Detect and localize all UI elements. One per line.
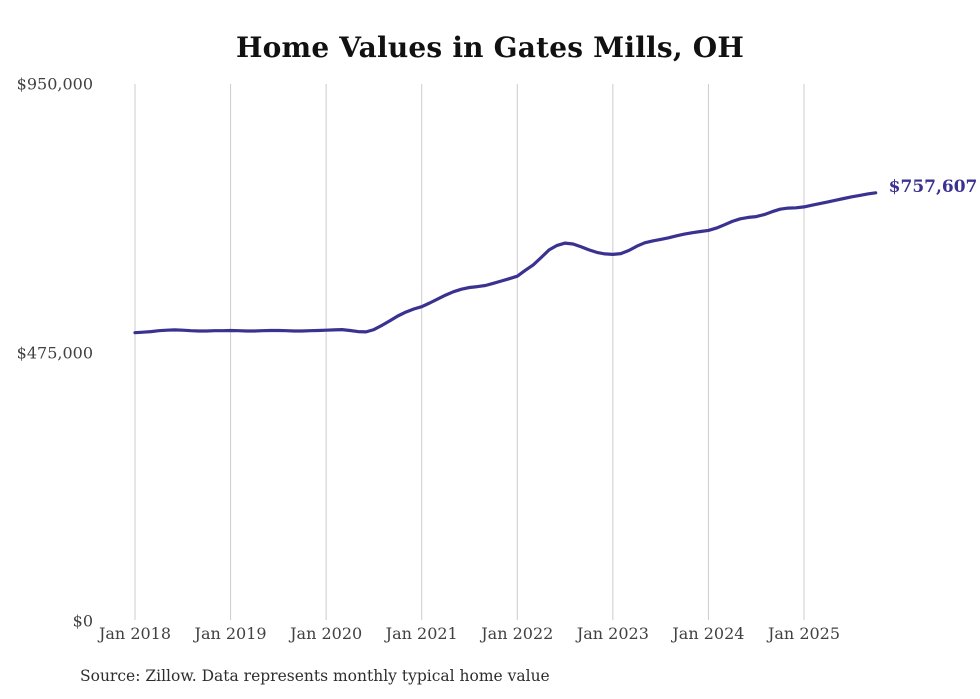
y-tick-label: $475,000: [16, 343, 93, 362]
x-tick-label: Jan 2022: [481, 624, 554, 643]
x-tick-label: Jan 2020: [290, 624, 363, 643]
x-tick-label: Jan 2021: [385, 624, 458, 643]
x-tick-label: Jan 2024: [672, 624, 745, 643]
value-line: [133, 191, 878, 335]
latest-value-label: $757,607: [888, 176, 978, 197]
y-tick-label: $950,000: [16, 74, 93, 94]
x-tick-label: Jan 2025: [767, 624, 841, 643]
chart-title: Home Values in Gates Mills, OH: [235, 31, 744, 64]
x-tick-label: Jan 2023: [576, 624, 649, 643]
x-tick-label: Jan 2018: [98, 624, 172, 643]
x-tick-label: Jan 2019: [194, 624, 267, 643]
source-note: Source: Zillow. Data represents monthly …: [80, 667, 550, 685]
y-tick-label: $0: [72, 611, 93, 631]
